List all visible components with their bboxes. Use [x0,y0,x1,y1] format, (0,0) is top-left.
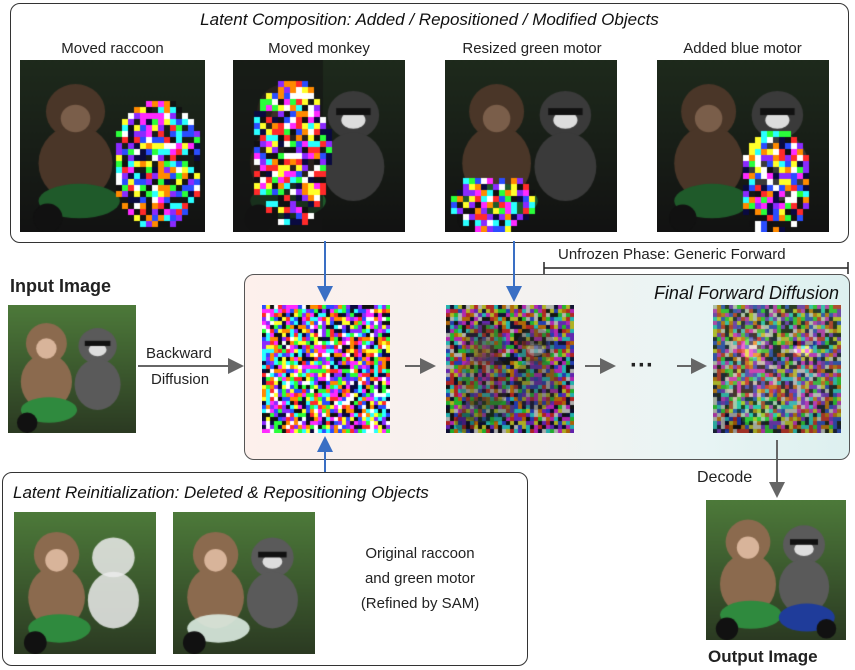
composition-image-resized-green-motor [445,60,617,232]
reinit-note-line2: and green motor [364,570,476,587]
decode-label: Decode [697,469,753,486]
unfrozen-phase-bracket [543,262,849,274]
reinit-note-line3: (Refined by SAM) [360,595,480,612]
reinit-image-raccoon-mask [14,512,156,654]
reinit-image-motor-mask [173,512,315,654]
reinit-note-line1: Original raccoon [365,545,475,562]
latent-composition-title: Latent Composition: Added / Repositioned… [200,10,659,29]
caption-added-blue-motor: Added blue motor [683,40,802,57]
final-forward-diffusion-title: Final Forward Diffusion [653,283,839,303]
unfrozen-phase-label: Unfrozen Phase: Generic Forward [558,246,786,263]
output-image [706,500,846,640]
caption-moved-raccoon: Moved raccoon [61,40,164,57]
composition-image-moved-raccoon [20,60,205,232]
noise-latent-final [713,305,841,433]
composition-image-added-blue-motor [657,60,829,232]
backward-diffusion-line2: Diffusion [151,371,210,388]
noise-latent-1 [262,305,390,433]
backward-diffusion-line1: Backward [146,345,212,362]
caption-resized-green-motor: Resized green motor [462,40,602,57]
latent-reinitialization-title: Latent Reinitialization: Deleted & Repos… [13,483,429,502]
output-image-title: Output Image [708,647,818,666]
input-image [8,305,136,433]
noise-latent-2 [446,305,574,433]
composition-image-moved-monkey [233,60,405,232]
input-image-title: Input Image [10,276,112,296]
caption-moved-monkey: Moved monkey [268,40,370,57]
ellipsis: ··· [630,352,654,379]
